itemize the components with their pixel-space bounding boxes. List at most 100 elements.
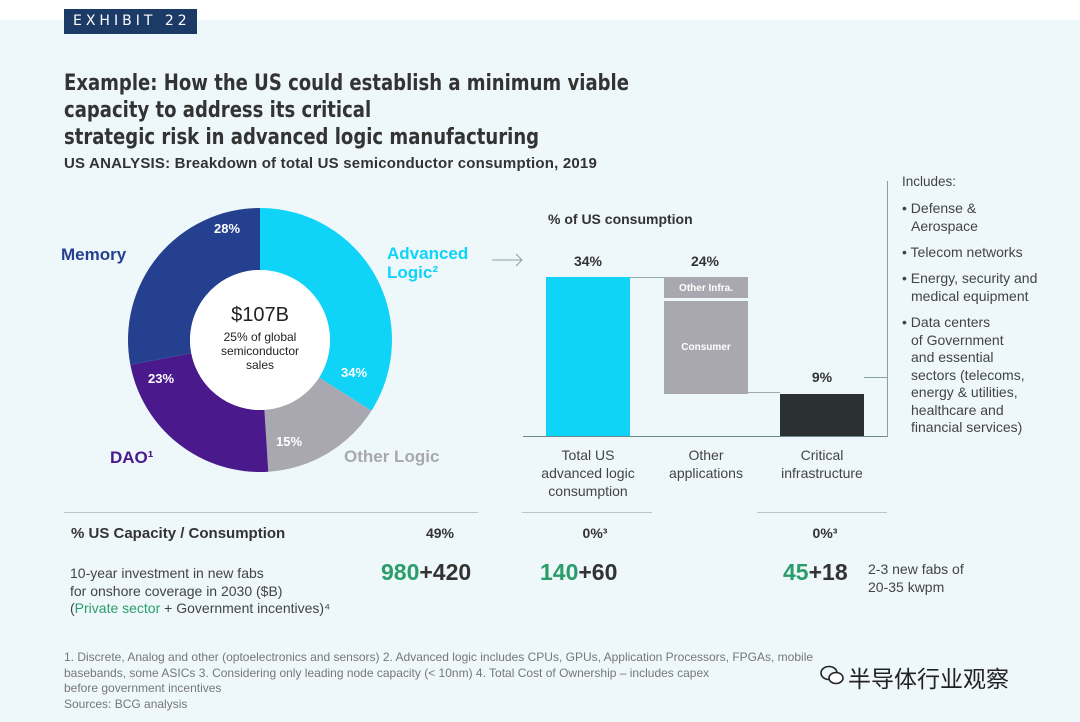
- includes-line: sectors (telecoms,: [911, 366, 1025, 383]
- investment-critical: 45+18: [783, 559, 848, 586]
- watermark-text: 半导体行业观察: [848, 667, 1009, 693]
- investment-advanced-logic: 140+60: [540, 559, 617, 586]
- bar-pct-other-apps: 24%: [690, 253, 720, 269]
- wechat-icon: [820, 665, 844, 685]
- investment-line: 10-year investment in new fabs: [70, 565, 264, 581]
- donut-pct-dao: 23%: [148, 371, 175, 386]
- includes-line: Aerospace: [911, 217, 978, 234]
- donut-pct-advanced-logic: 34%: [341, 365, 368, 380]
- fabs-note: 2-3 new fabs of 20-35 kwpm: [868, 561, 964, 596]
- includes-line: medical equipment: [911, 287, 1029, 304]
- plus-sign: +: [160, 600, 177, 616]
- includes-line: energy & utilities,: [911, 384, 1018, 400]
- bar-label-consumer: Consumer: [681, 342, 731, 353]
- includes-line: financial services): [911, 419, 1023, 435]
- donut-pct-memory: 28%: [214, 221, 241, 236]
- category-total-us: Total US advanced logic consumption: [523, 446, 653, 500]
- bar-chart-title: % of US consumption: [548, 211, 693, 227]
- paren-open: (: [70, 600, 75, 616]
- investment-gov: +420: [419, 559, 472, 585]
- footnotes: 1. Discrete, Analog and other (optoelect…: [64, 650, 964, 712]
- includes-item-defense: • Defense & Aerospace: [902, 200, 1072, 235]
- investment-line: for onshore coverage in 2030 ($B): [70, 582, 283, 599]
- category-other-apps: Other applications: [641, 446, 771, 482]
- bar-other-infra: [664, 277, 748, 298]
- donut-slice-dao: [130, 353, 269, 472]
- includes-line: • Telecom networks: [902, 244, 1023, 260]
- investment-gov: +18: [808, 559, 848, 585]
- investment-private: 45: [783, 559, 809, 585]
- arrow-right-icon: [492, 253, 523, 267]
- category-critical: Critical infrastructure: [757, 446, 887, 482]
- category-line: advanced logic: [541, 465, 635, 481]
- bar-total-advanced-logic: [546, 277, 630, 436]
- capacity-advanced-logic: 0%³: [582, 525, 608, 541]
- footnote-line: basebands, some ASICs 3. Considering onl…: [64, 665, 710, 680]
- donut-slice-advanced-logic: [260, 208, 392, 411]
- paren-close: )⁴: [319, 600, 331, 616]
- includes-item-data-centers: • Data centers of Government and essenti…: [902, 314, 1072, 437]
- donut-hole: [190, 270, 330, 410]
- investment-private: 140: [540, 559, 579, 585]
- legend-advanced-logic-line: Logic²: [387, 263, 438, 282]
- government-incentives-label: Government incentives: [176, 600, 320, 616]
- footnote-line: 1. Discrete, Analog and other (optoelect…: [64, 650, 814, 664]
- includes-line: healthcare and: [911, 401, 1004, 418]
- investment-description: 10-year investment in new fabs for onsho…: [70, 565, 330, 618]
- donut-center-sub-line: sales: [245, 358, 274, 372]
- legend-advanced-logic-line: Advanced: [387, 244, 469, 263]
- fabs-line: 2-3 new fabs of: [868, 561, 964, 577]
- capacity-label: % US Capacity / Consumption: [71, 525, 286, 542]
- investment-total: 980+420: [381, 559, 471, 586]
- includes-item-telecom: • Telecom networks: [902, 244, 1072, 262]
- bar-consumer: [664, 301, 748, 394]
- connector-line: [748, 392, 780, 393]
- investment-private: 980: [381, 559, 420, 585]
- includes-line: • Data centers: [902, 314, 991, 330]
- category-line: applications: [669, 465, 743, 481]
- donut-slice-other-logic: [264, 377, 372, 472]
- divider-line: [757, 512, 887, 513]
- legend-dao: DAO¹: [110, 448, 154, 467]
- legend-memory: Memory: [61, 245, 127, 264]
- includes-line: of Government: [911, 331, 1004, 348]
- legend-other-logic: Other Logic: [344, 447, 440, 466]
- includes-line: • Defense &: [902, 200, 977, 216]
- includes-bracket: [887, 181, 888, 437]
- bar-pct-total: 34%: [573, 253, 603, 269]
- private-sector-label: Private sector: [74, 600, 161, 616]
- chart-subtitle: US ANALYSIS: Breakdown of total US semic…: [64, 155, 598, 172]
- page-title: Example: How the US could establish a mi…: [64, 70, 638, 151]
- donut-slice-memory: [127, 208, 260, 365]
- fabs-line: 20-35 kwpm: [868, 578, 945, 595]
- category-line: Other: [688, 447, 724, 463]
- category-line: consumption: [548, 483, 628, 499]
- investment-gov: +60: [578, 559, 618, 585]
- donut-pct-other-logic: 15%: [276, 434, 303, 449]
- footnote-line: before government incentives: [64, 681, 222, 695]
- divider-line: [522, 512, 652, 513]
- donut-center-sub-line: semiconductor: [220, 344, 300, 358]
- category-line: Critical: [800, 447, 844, 463]
- footnote-line: Sources: BCG analysis: [64, 696, 188, 711]
- donut-chart: [127, 208, 392, 472]
- donut-center-subtext: 25% of global semiconductor sales: [190, 330, 330, 372]
- legend-advanced-logic: Advanced Logic²: [387, 244, 468, 282]
- includes-item-energy: • Energy, security and medical equipment: [902, 270, 1072, 305]
- bar-axis-baseline: [523, 436, 888, 437]
- includes-line: • Energy, security and: [902, 270, 1038, 286]
- includes-line: and essential: [911, 349, 994, 365]
- title-line-1: Example: How the US could establish a mi…: [64, 71, 629, 123]
- connector-line: [630, 277, 664, 278]
- capacity-total: 49%: [425, 525, 455, 541]
- capacity-critical: 0%³: [812, 525, 838, 541]
- donut-center-sub-line: 25% of global: [223, 330, 297, 344]
- investment-line: (Private sector + Government incentives)…: [70, 600, 330, 618]
- bar-pct-critical: 9%: [811, 369, 833, 385]
- category-line: infrastructure: [781, 465, 863, 481]
- includes-title: Includes:: [902, 174, 957, 189]
- divider-line: [64, 512, 478, 513]
- bar-label-other-infra: Other Infra.: [679, 283, 733, 294]
- bar-critical-infrastructure: [780, 393, 864, 436]
- includes-connector: [864, 377, 887, 378]
